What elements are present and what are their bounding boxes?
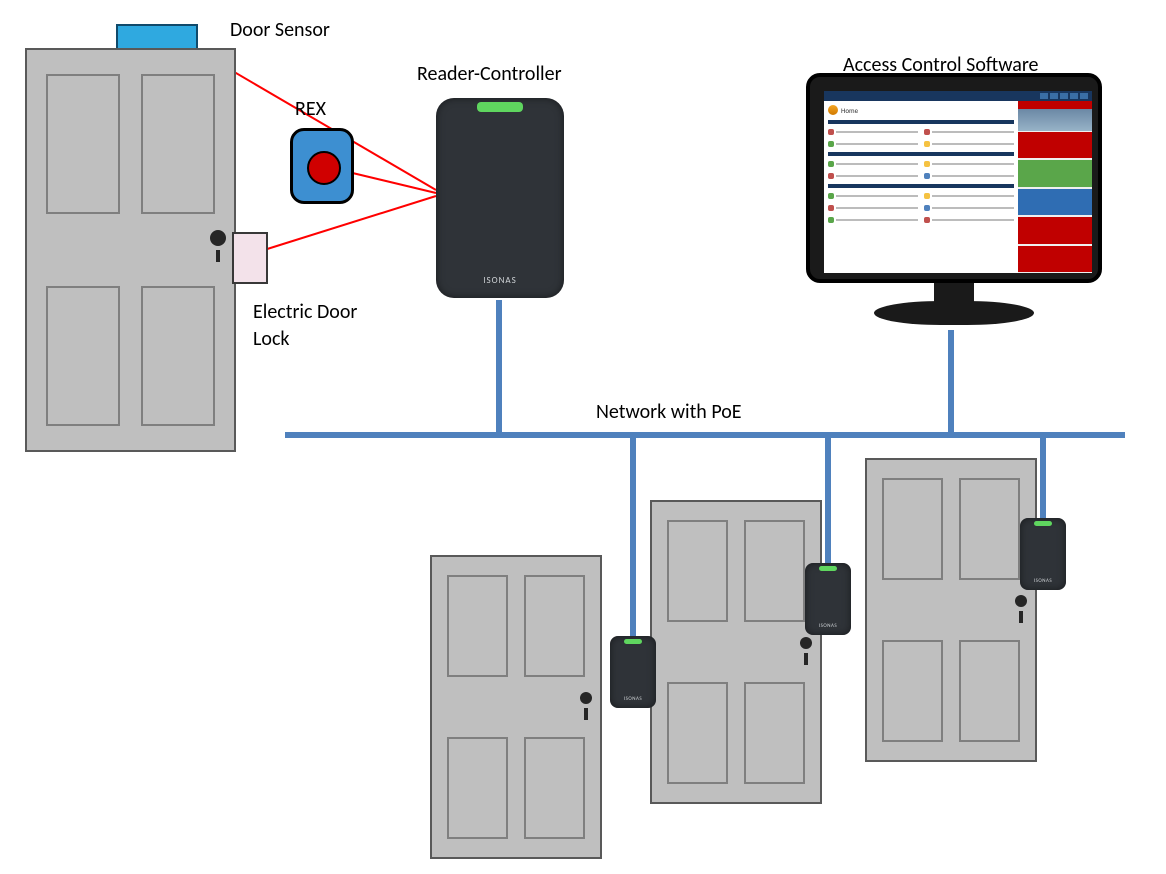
reader-controller: ISONAS (436, 98, 564, 298)
reader-led (624, 639, 642, 644)
monitor-screen: Home (824, 91, 1092, 273)
reader-led (819, 566, 837, 571)
label-network: Network with PoE (596, 400, 742, 424)
small-reader-2: ISONAS (805, 563, 851, 635)
small-reader-1: ISONAS (610, 636, 656, 708)
reader-led (1034, 521, 1052, 526)
reader-brand: ISONAS (436, 275, 564, 286)
label-electric-lock-2: Lock (253, 327, 290, 351)
reader-brand: ISONAS (805, 623, 851, 629)
electric-door-lock (232, 232, 268, 284)
screen-right-panel (1018, 101, 1092, 273)
small-door-3 (865, 458, 1037, 762)
label-rex: REX (295, 97, 326, 121)
label-reader-controller: Reader-Controller (417, 62, 562, 86)
small-door-2 (650, 500, 822, 804)
rex-push-button (307, 151, 341, 185)
label-electric-lock-1: Electric Door (253, 300, 357, 324)
reader-brand: ISONAS (610, 696, 656, 702)
small-reader-3: ISONAS (1020, 518, 1066, 590)
door-sensor (116, 24, 198, 50)
screen-home-label: Home (841, 106, 858, 115)
rex-button-device (290, 128, 354, 204)
access-control-monitor: Home (806, 73, 1102, 329)
monitor-bezel: Home (806, 73, 1102, 283)
home-icon (828, 105, 838, 115)
reader-brand: ISONAS (1020, 578, 1066, 584)
reader-led (477, 102, 523, 112)
screen-topbar (824, 91, 1092, 101)
monitor-stand-base (874, 301, 1034, 325)
label-door-sensor: Door Sensor (230, 18, 330, 42)
screen-left-panel: Home (824, 101, 1018, 273)
main-door (25, 48, 236, 452)
small-door-1 (430, 555, 602, 859)
